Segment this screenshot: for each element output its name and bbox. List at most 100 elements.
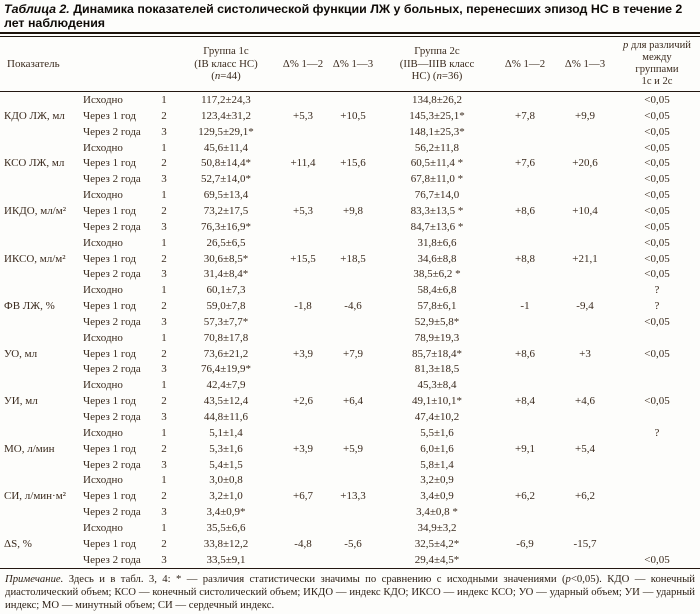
table-row: Исходно 1 45,6±11,4 56,2±11,8 <0,05 <box>0 140 700 156</box>
delta13-group1-cell: +18,5 <box>340 252 366 265</box>
p-value-cell: <0,05 <box>644 252 670 265</box>
indicator-cell <box>0 235 80 251</box>
delta12-group1-cell: +5,3 <box>293 205 313 218</box>
visit-number-cell: 2 <box>161 442 167 455</box>
group2-value-cell: 58,4±6,8 <box>417 284 457 297</box>
table-row: Через 2 года 3 129,5±29,1* 148,1±25,3* <0,05 <box>0 124 700 140</box>
period-cell: Через 1 год <box>83 157 136 170</box>
visit-number-cell: 3 <box>161 125 167 138</box>
period-cell: Через 2 года <box>83 125 141 138</box>
delta13-group2-cell: +6,2 <box>575 490 595 503</box>
delta13-group2-cell: +20,6 <box>572 157 598 170</box>
table-header: Показатель Группа 1с (IВ класс НС) (n=44… <box>0 37 700 93</box>
delta12-group1-cell: +3,9 <box>293 442 313 455</box>
delta12-group2-cell <box>494 282 556 298</box>
delta12-group2-cell: +6,2 <box>515 490 535 503</box>
group2-value-cell: 32,5±4,2* <box>414 537 460 550</box>
header-p-value: p для различий между группами 1с и 2с <box>614 37 700 93</box>
delta12-group2-cell <box>494 457 556 473</box>
visit-number-cell: 2 <box>161 347 167 360</box>
group2-value-cell: 83,3±13,5 * <box>410 205 464 218</box>
group1-value-cell: 43,5±12,4 <box>203 395 249 408</box>
footnote-part1: Здесь и в табл. 3, 4: * — различия стати… <box>63 572 566 585</box>
indicator-cell <box>0 504 80 520</box>
group2-value-cell: 67,8±11,0 * <box>410 173 464 186</box>
delta12-group2-cell: -6,9 <box>516 537 534 550</box>
table-row: КСО ЛЖ, мл Через 1 год 2 50,8±14,4* +11,4 +15… <box>0 156 700 172</box>
indicator-cell <box>0 314 80 330</box>
delta12-group2-cell <box>494 472 556 488</box>
group2-value-cell: 85,7±18,4* <box>411 347 463 360</box>
group1-value-cell: 60,1±7,3 <box>206 284 246 297</box>
delta13-group2-cell <box>556 219 614 235</box>
delta12-group2-cell <box>494 377 556 393</box>
group2-value-cell: 47,4±10,2 <box>414 410 460 423</box>
delta13-group1-cell <box>326 377 380 393</box>
group2-n-open: НС) ( <box>411 70 437 83</box>
period-cell: Через 1 год <box>83 300 136 313</box>
group2-value-cell: 3,2±0,9 <box>420 474 454 487</box>
indicator-cell: КСО ЛЖ, мл <box>4 157 65 170</box>
p-value-cell: <0,05 <box>614 551 700 569</box>
group2-value-cell: 84,7±13,6 * <box>410 220 464 233</box>
delta13-group2-cell <box>556 504 614 520</box>
p-value-cell: <0,05 <box>644 173 670 186</box>
p-value-cell: <0,05 <box>644 189 670 202</box>
p-value-cell: <0,05 <box>644 109 670 122</box>
header-row: Показатель Группа 1с (IВ класс НС) (n=44… <box>0 37 700 93</box>
indicator-cell <box>0 362 80 378</box>
delta13-group2-cell: +10,4 <box>572 205 598 218</box>
delta12-group1-cell <box>280 171 326 187</box>
header-period <box>80 37 156 93</box>
delta13-group2-cell: -15,7 <box>573 537 597 550</box>
group2-value-cell: 57,8±6,1 <box>417 300 457 313</box>
delta13-group1-cell <box>326 282 380 298</box>
group1-value-cell: 50,8±14,4* <box>200 157 252 170</box>
delta13-group2-cell: +4,6 <box>575 395 595 408</box>
delta12-group2-cell <box>494 235 556 251</box>
delta12-group1-cell <box>280 362 326 378</box>
group2-value-cell: 45,3±8,4 <box>417 379 457 392</box>
delta13-group2-cell: +3 <box>579 347 591 360</box>
delta12-group2-cell: +8,4 <box>515 395 535 408</box>
delta12-group2-cell <box>494 314 556 330</box>
delta12-group1-cell <box>280 266 326 282</box>
group1-value-cell: 52,7±14,0* <box>200 173 252 186</box>
table-row: Через 2 года 3 76,3±16,9* 84,7±13,6 * <0,05 <box>0 219 700 235</box>
group1-value-cell: 30,6±8,5* <box>203 252 249 265</box>
header-p-line4: 1с и 2с <box>641 76 673 88</box>
period-cell: Через 2 года <box>83 220 141 233</box>
group1-value-cell: 5,1±1,4 <box>209 426 243 439</box>
delta12-group1-cell: +11,4 <box>290 157 316 170</box>
p-value-cell <box>614 409 700 425</box>
delta13-group2-cell <box>556 377 614 393</box>
delta12-group2-cell <box>494 266 556 282</box>
delta13-group1-cell: +10,5 <box>340 109 366 122</box>
visit-number-cell: 1 <box>161 141 167 154</box>
period-cell: Исходно <box>83 426 123 439</box>
delta13-group1-cell: -4,6 <box>344 300 362 313</box>
delta13-group2-cell <box>556 282 614 298</box>
group2-n-italic: n <box>436 70 442 83</box>
period-cell: Исходно <box>83 331 123 344</box>
indicator-cell: УИ, мл <box>4 395 38 408</box>
p-value-cell: <0,05 <box>644 220 670 233</box>
visit-number-cell: 2 <box>161 252 167 265</box>
indicator-cell <box>0 124 80 140</box>
indicator-cell <box>0 171 80 187</box>
group2-value-cell: 145,3±25,1* <box>409 109 465 122</box>
group2-n-close: =36) <box>441 70 463 83</box>
indicator-cell: СИ, л/мин·м² <box>4 490 66 503</box>
period-cell: Исходно <box>83 141 123 154</box>
delta13-group2-cell <box>556 314 614 330</box>
visit-number-cell: 3 <box>161 173 167 186</box>
group1-value-cell: 44,8±11,6 <box>203 410 249 423</box>
delta12-group1-cell <box>280 472 326 488</box>
header-delta12-group1: Δ% 1—2 <box>280 37 326 93</box>
header-group1: Группа 1с (IВ класс НС) (n=44) <box>172 37 280 93</box>
indicator-cell <box>0 377 80 393</box>
period-cell: Через 2 года <box>83 315 141 328</box>
table-row: Исходно 1 26,5±6,5 31,8±6,6 <0,05 <box>0 235 700 251</box>
delta12-group2-cell <box>494 551 556 569</box>
header-group2-line1: Группа 2с <box>414 45 460 58</box>
